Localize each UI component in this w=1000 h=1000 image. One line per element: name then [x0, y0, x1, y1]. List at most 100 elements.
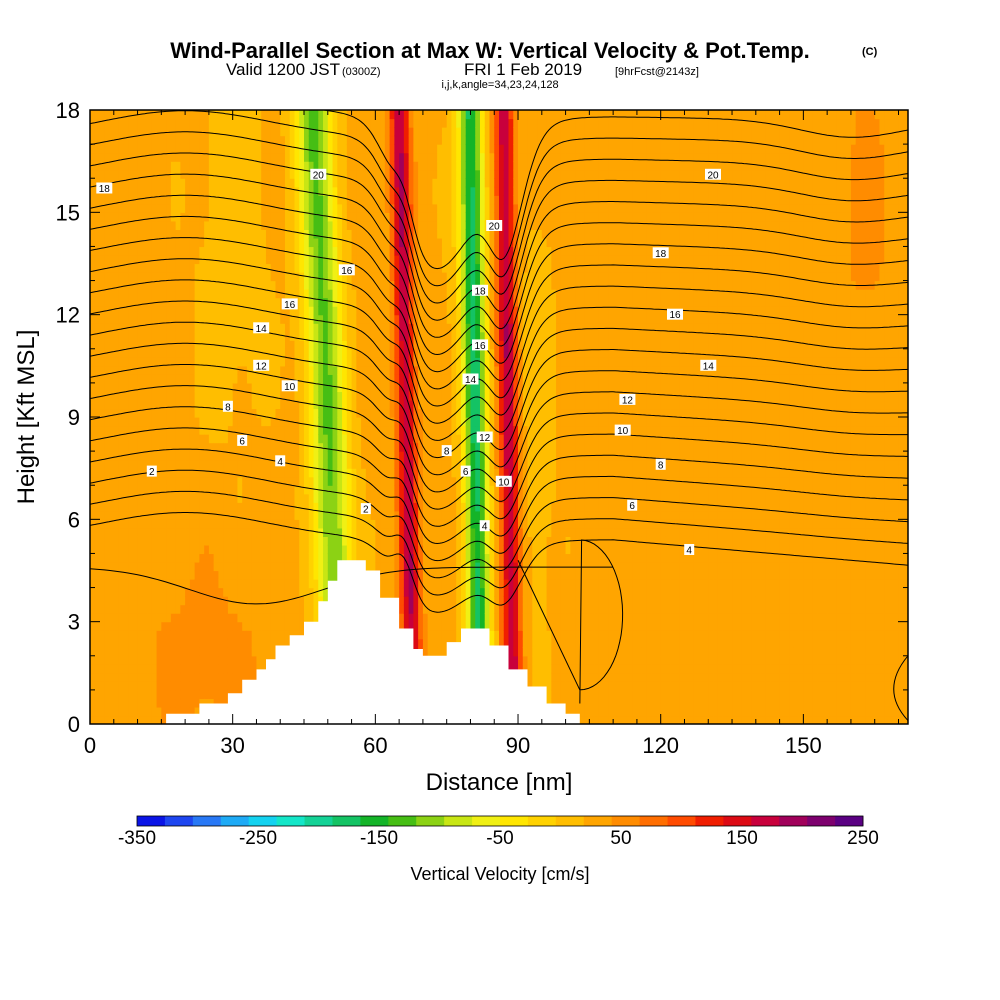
velocity-cell [189, 672, 196, 682]
velocity-cell [90, 459, 96, 469]
velocity-cell [232, 408, 239, 418]
velocity-cell [337, 186, 343, 196]
velocity-cell [299, 476, 305, 486]
velocity-cell [265, 613, 272, 623]
velocity-cell [308, 587, 315, 597]
velocity-cell [218, 536, 224, 546]
velocity-cell [270, 314, 277, 324]
velocity-cell [246, 203, 253, 213]
velocity-cell [185, 399, 191, 410]
velocity-cell [156, 246, 162, 256]
velocity-cell [256, 502, 262, 512]
velocity-cell [342, 135, 348, 145]
velocity-cell [270, 391, 277, 401]
velocity-cell [332, 561, 338, 572]
velocity-cell [175, 434, 181, 444]
velocity-cell [166, 655, 172, 665]
velocity-cell [90, 391, 96, 401]
velocity-cell [118, 638, 124, 648]
velocity-cell [261, 229, 267, 239]
velocity-cell [132, 536, 139, 546]
velocity-cell [204, 289, 210, 299]
velocity-cell [204, 630, 210, 640]
velocity-cell [161, 681, 167, 691]
velocity-cell [194, 289, 200, 299]
velocity-cell [365, 127, 372, 137]
velocity-cell [109, 519, 115, 529]
velocity-cell [275, 630, 281, 640]
velocity-cell [294, 135, 300, 145]
velocity-cell [365, 536, 372, 546]
velocity-cell [280, 391, 286, 401]
velocity-cell [251, 169, 258, 179]
velocity-cell [199, 425, 205, 435]
velocity-cell [166, 127, 172, 137]
velocity-cell [275, 365, 281, 375]
velocity-cell [408, 289, 414, 299]
velocity-cell [156, 152, 162, 162]
velocity-cell [109, 647, 115, 657]
velocity-cell [232, 254, 239, 265]
velocity-cell [109, 195, 115, 205]
velocity-cell [284, 357, 291, 367]
velocity-cell [161, 596, 167, 606]
velocity-cell [299, 544, 305, 555]
velocity-cell [180, 203, 186, 213]
velocity-cell [304, 604, 310, 614]
velocity-cell [408, 144, 414, 154]
velocity-cell [118, 579, 124, 589]
velocity-cell [237, 203, 243, 213]
velocity-cell [275, 476, 281, 486]
velocity-cell [113, 314, 120, 324]
velocity-cell [161, 110, 167, 120]
velocity-cell [132, 246, 139, 256]
velocity-cell [318, 510, 324, 520]
velocity-cell [123, 672, 129, 682]
velocity-cell [289, 169, 296, 179]
velocity-cell [132, 510, 139, 520]
velocity-cell [175, 203, 181, 213]
velocity-cell [246, 306, 253, 316]
velocity-cell [304, 476, 310, 486]
velocity-cell [123, 604, 129, 614]
velocity-cell [256, 468, 262, 478]
velocity-cell [294, 323, 300, 333]
velocity-cell [218, 118, 224, 128]
velocity-cell [175, 476, 181, 486]
velocity-cell [342, 544, 348, 555]
velocity-cell [394, 579, 400, 589]
velocity-cell [294, 178, 300, 188]
velocity-cell [299, 604, 305, 614]
velocity-cell [208, 118, 215, 128]
velocity-cell [161, 706, 167, 717]
velocity-cell [242, 596, 248, 606]
velocity-cell [318, 417, 324, 427]
velocity-cell [113, 203, 120, 213]
velocity-cell [356, 519, 362, 529]
velocity-cell [394, 118, 400, 128]
velocity-cell [313, 246, 319, 256]
velocity-cell [223, 408, 229, 418]
velocity-cell [199, 391, 205, 401]
velocity-cell [128, 715, 134, 724]
velocity-cell [270, 630, 277, 640]
velocity-cell [346, 110, 353, 120]
velocity-cell [280, 613, 286, 623]
velocity-cell [346, 314, 353, 324]
velocity-cell [380, 186, 386, 196]
velocity-cell [194, 382, 200, 393]
velocity-cell [213, 254, 220, 265]
velocity-cell [284, 263, 291, 273]
forecast-label: [9hrFcst@2143z] [615, 66, 699, 78]
velocity-cell [361, 203, 367, 213]
velocity-cell [180, 459, 186, 469]
velocity-cell [151, 417, 158, 427]
velocity-cell [185, 152, 191, 162]
velocity-cell [342, 127, 348, 137]
velocity-cell [408, 476, 414, 486]
velocity-cell [346, 451, 353, 461]
velocity-cell [261, 212, 267, 222]
velocity-cell [189, 152, 196, 162]
velocity-cell [208, 604, 215, 614]
velocity-cell [280, 357, 286, 367]
